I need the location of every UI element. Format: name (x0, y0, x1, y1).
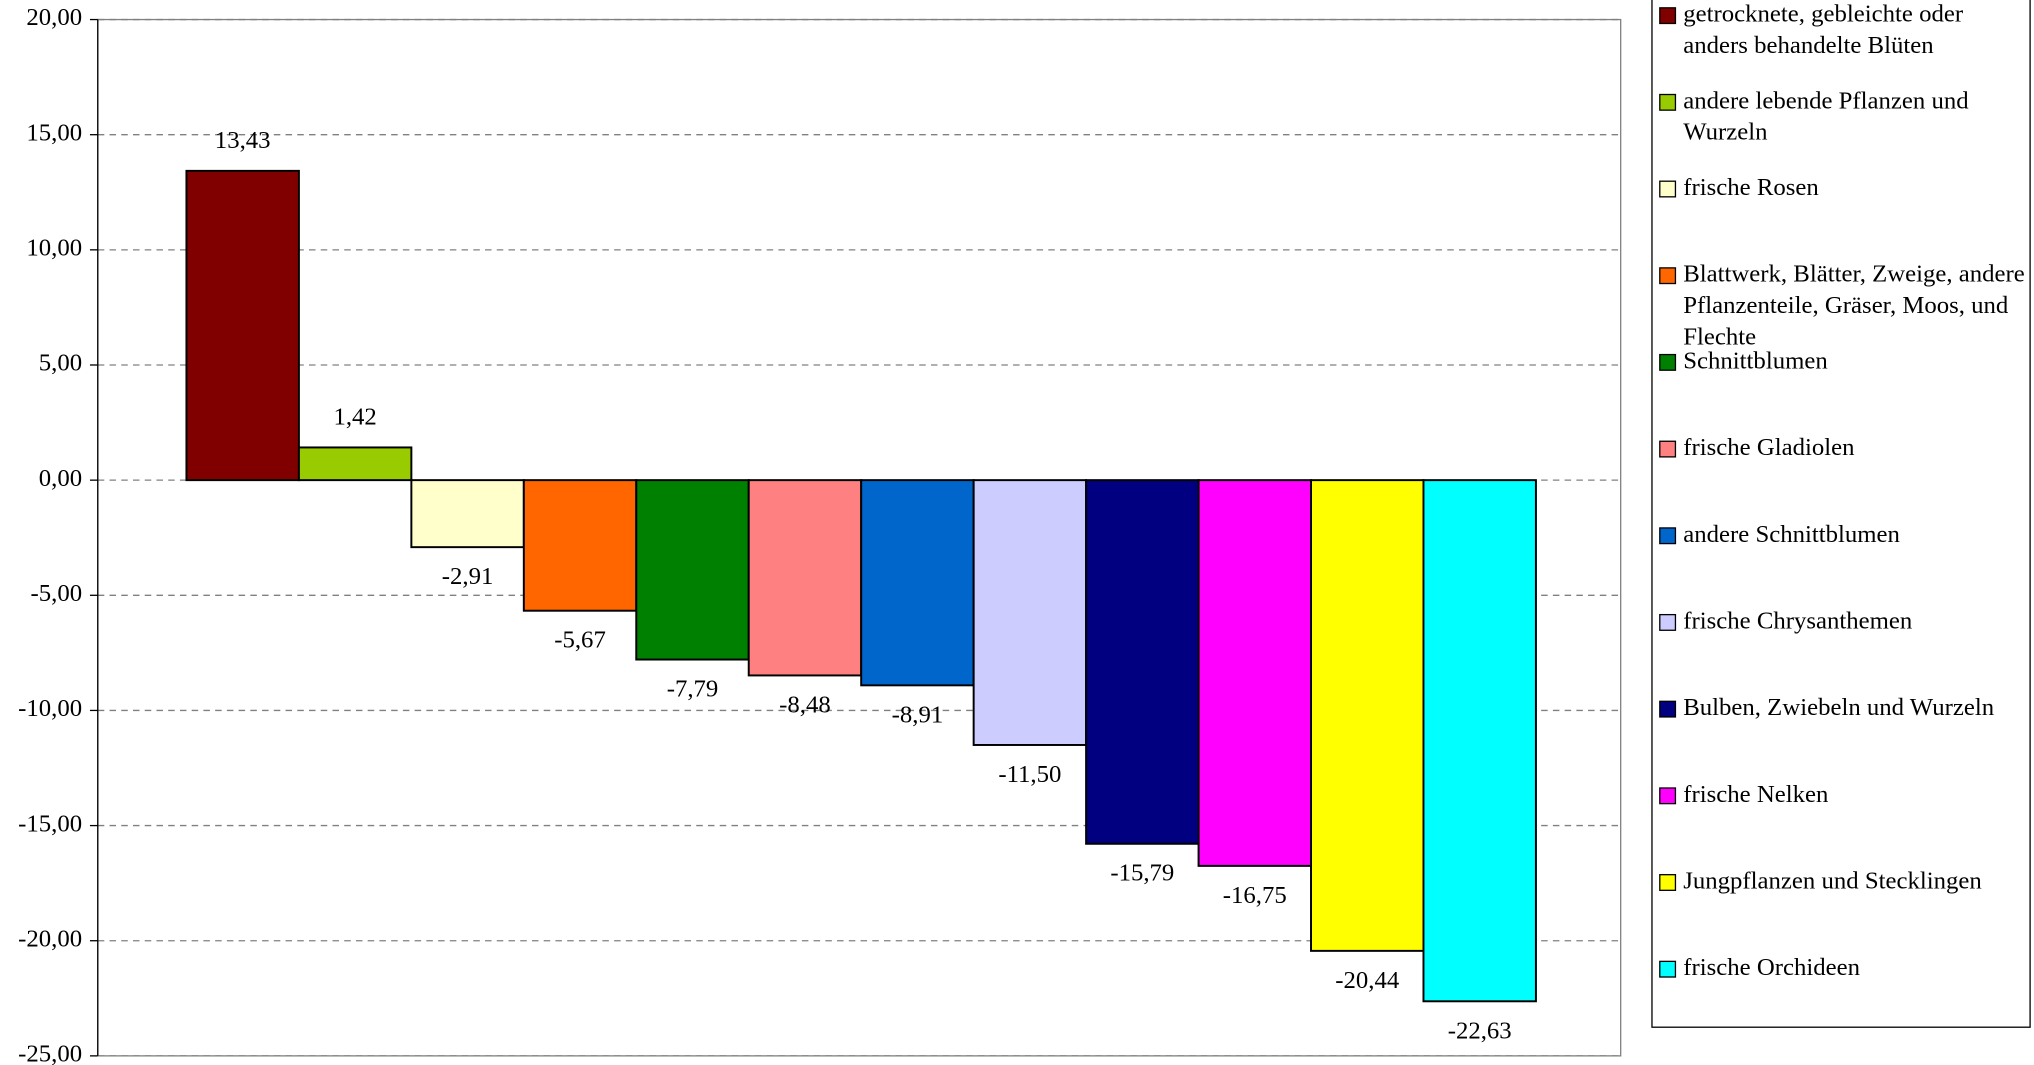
legend-swatch (1659, 7, 1677, 25)
legend-label: frische Chrysanthemen (1683, 607, 1913, 634)
y-tick-label: 10,00 (26, 235, 82, 262)
data-label: -16,75 (1223, 882, 1287, 909)
y-tick-label: 0,00 (39, 465, 82, 492)
y-tick-label: -25,00 (18, 1041, 82, 1065)
data-label: -8,48 (779, 691, 831, 718)
legend-swatch (1659, 353, 1677, 371)
y-tick-label: -20,00 (18, 925, 82, 952)
data-label: -22,63 (1448, 1017, 1512, 1044)
data-label: -11,50 (998, 761, 1061, 788)
bar (635, 479, 750, 661)
legend-box (1651, 0, 2031, 1028)
legend-label: frische Rosen (1683, 174, 1819, 201)
data-label: -20,44 (1335, 967, 1399, 994)
legend-swatch (1659, 527, 1677, 545)
legend-label: Schnittblumen (1683, 347, 1828, 374)
bar (185, 169, 300, 482)
legend-swatch (1659, 787, 1677, 805)
legend-label: frische Orchideen (1683, 954, 1860, 981)
bar (410, 479, 525, 549)
legend-swatch (1659, 267, 1677, 285)
legend-swatch (1659, 180, 1677, 198)
bar (747, 479, 863, 677)
legend-swatch (1659, 874, 1677, 891)
data-label: -5,67 (554, 627, 606, 654)
legend-swatch (1659, 960, 1677, 978)
bar (860, 479, 975, 687)
y-tick-label: 15,00 (26, 119, 82, 146)
bar (1085, 479, 1200, 845)
y-tick-label: -5,00 (31, 580, 83, 607)
data-label: -15,79 (1110, 860, 1174, 887)
legend-label: andere Schnittblumen (1683, 520, 1900, 547)
data-label: 1,42 (333, 403, 376, 430)
legend-label: frische Nelken (1683, 781, 1829, 808)
legend-label: Blattwerk, Blätter, Zweige, andere Pflanz… (1683, 260, 2025, 350)
bar (297, 446, 413, 482)
legend-label: andere lebende Pflanzen und Wurzeln (1683, 87, 1969, 145)
legend-swatch (1659, 93, 1677, 111)
y-tick-label: -10,00 (18, 695, 82, 722)
legend-label: frische Gladiolen (1683, 434, 1855, 461)
bar (1310, 479, 1425, 952)
legend-swatch (1659, 700, 1677, 718)
data-label: -8,91 (892, 701, 944, 728)
legend-label: Bulben, Zwiebeln und Wurzeln (1683, 694, 1994, 721)
data-label: 13,43 (215, 127, 271, 154)
data-label: -2,91 (442, 563, 494, 590)
bar (1197, 479, 1312, 867)
bar (522, 479, 638, 612)
data-label: -7,79 (667, 676, 719, 703)
y-tick-label: -15,00 (18, 810, 82, 837)
legend-label: Jungpflanzen und Stecklingen (1683, 867, 1982, 894)
bar (1422, 479, 1537, 1003)
y-tick-label: 5,00 (39, 350, 82, 377)
legend-swatch (1659, 613, 1677, 631)
legend-label: getrocknete, gebleichte oder anders behan… (1683, 0, 1964, 58)
legend-swatch (1659, 440, 1677, 458)
bar (972, 479, 1088, 746)
y-tick-label: 20,00 (26, 4, 82, 31)
